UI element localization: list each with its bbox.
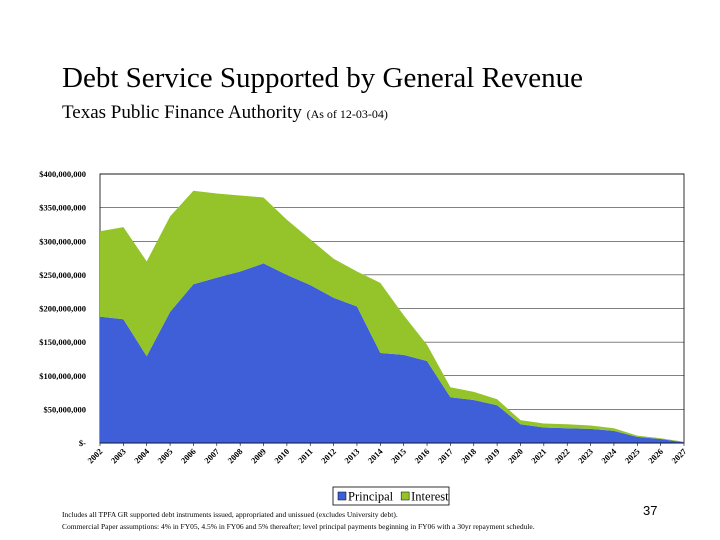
x-tick-label: 2005 — [155, 446, 174, 465]
x-tick-label: 2023 — [576, 446, 595, 465]
subtitle-text: Texas Public Finance Authority — [62, 102, 302, 123]
x-tick-label: 2003 — [109, 446, 128, 465]
plot-area — [99, 173, 685, 444]
x-tick-label: 2015 — [389, 446, 408, 465]
y-tick-label: $250,000,000 — [39, 270, 86, 280]
y-tick-label: $350,000,000 — [39, 203, 86, 213]
x-tick-label: 2026 — [646, 446, 665, 465]
y-axis: $- $50,000,000 $100,000,000 $150,000,000 $20… — [39, 169, 86, 448]
page-title: Debt Service Supported by General Revenu… — [62, 62, 584, 94]
y-tick-label: $200,000,000 — [39, 304, 86, 314]
x-tick-label: 2024 — [599, 446, 619, 466]
x-tick-label: 2027 — [669, 446, 689, 466]
y-tick-label: $50,000,000 — [44, 404, 87, 414]
y-tick-label: $- — [79, 438, 86, 448]
footnote-1: Includes all TPFA GR supported debt inst… — [62, 510, 398, 519]
y-tick-label: $150,000,000 — [39, 337, 86, 347]
x-tick-label: 2017 — [436, 446, 456, 466]
x-tick-label: 2013 — [342, 446, 361, 465]
legend-swatch-principal — [337, 491, 347, 501]
x-tick-label: 2008 — [225, 446, 244, 465]
x-tick-label: 2020 — [506, 446, 525, 465]
legend-label-principal: Principal — [348, 490, 394, 504]
legend: Principal Interest — [332, 486, 450, 506]
series-area-principal — [100, 263, 684, 443]
x-tick-label: 2022 — [553, 446, 572, 465]
x-tick-label: 2021 — [529, 446, 548, 465]
x-tick-label: 2010 — [272, 446, 291, 465]
x-tick-label: 2025 — [623, 446, 642, 465]
x-axis: 2002 2003 2004 2005 2006 2007 2008 2009 2010 2011… — [85, 442, 689, 466]
page-number: 37 — [643, 503, 658, 518]
x-tick-label: 2007 — [202, 446, 222, 466]
legend-box — [332, 486, 450, 506]
x-tick-label: 2016 — [412, 446, 431, 465]
y-tick-label: $300,000,000 — [39, 236, 86, 246]
x-tick-label: 2002 — [85, 446, 104, 465]
x-tick-label: 2012 — [319, 446, 338, 465]
legend-label-interest: Interest — [411, 490, 449, 504]
x-tick-label: 2011 — [296, 446, 315, 465]
x-tick-label: 2004 — [132, 446, 152, 466]
x-tick-label: 2006 — [179, 446, 198, 465]
as-of-date: (As of 12-03-04) — [306, 107, 388, 121]
page-subtitle: Texas Public Finance Authority (As of 12… — [62, 102, 388, 124]
footnote-2: Commercial Paper assumptions: 4% in FY05… — [62, 522, 535, 531]
x-tick-label: 2018 — [459, 446, 478, 465]
legend-swatch-interest — [400, 491, 410, 501]
x-tick-label: 2014 — [366, 446, 386, 466]
x-tick-label: 2019 — [482, 446, 501, 465]
y-tick-label: $400,000,000 — [39, 169, 86, 179]
series-area-interest — [100, 190, 684, 443]
y-tick-label: $100,000,000 — [39, 371, 86, 381]
x-tick-label: 2009 — [249, 446, 268, 465]
